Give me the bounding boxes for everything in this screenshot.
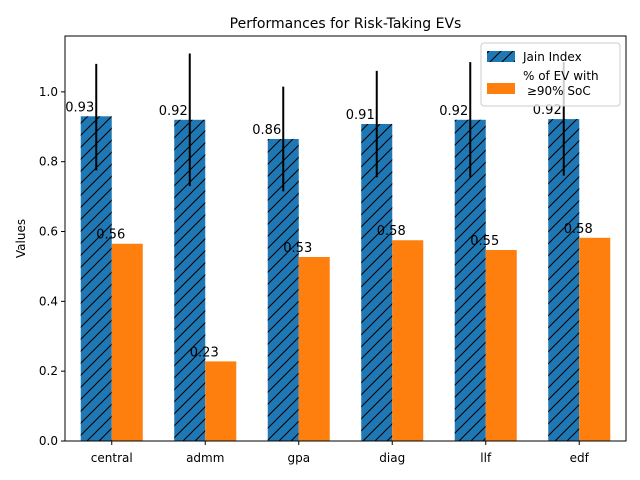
value-label-jain-index-llf: 0.92 <box>439 104 468 119</box>
bar-soc-central <box>111 243 143 441</box>
x-tick-label-llf: llf <box>480 451 492 465</box>
chart-title: Performances for Risk-Taking EVs <box>230 16 462 32</box>
value-label-soc-llf: 0.55 <box>470 234 499 249</box>
value-labels-layer: 0.93 0.56 0.92 0.23 0.86 0.53 0.91 0.58 0.92 0.55… <box>65 100 592 360</box>
y-axis: 0.0 0.2 0.4 0.6 0.8 1.0 <box>39 85 65 448</box>
value-label-jain-index-edf: 0.92 <box>533 103 562 118</box>
bar-soc-edf <box>579 237 611 441</box>
x-tick-label-diag: diag <box>379 451 405 465</box>
y-tick-label: 0.8 <box>39 155 58 169</box>
value-label-jain-index-diag: 0.91 <box>346 108 375 123</box>
y-axis-label: Values <box>14 219 28 258</box>
value-label-jain-index-admm: 0.92 <box>159 104 188 119</box>
y-tick-label: 0.0 <box>39 434 58 448</box>
legend-label-soc: % of EV with ≥90% SoC <box>523 69 599 98</box>
bar-soc-admm <box>205 361 237 441</box>
bar-soc-gpa <box>298 257 330 441</box>
y-tick-label: 0.2 <box>39 364 58 378</box>
value-label-soc-edf: 0.58 <box>564 222 593 237</box>
plot-frame <box>64 35 627 442</box>
bar-soc-llf <box>485 250 517 441</box>
x-axis: central admm gpa diag llf edf <box>91 441 590 465</box>
bar-soc-diag <box>392 240 424 441</box>
error-bars-layer <box>95 53 565 192</box>
y-tick-label: 0.4 <box>39 294 58 308</box>
x-tick-label-gpa: gpa <box>287 451 310 465</box>
value-label-soc-central: 0.56 <box>96 228 125 243</box>
y-tick-label: 1.0 <box>39 85 58 99</box>
bars-layer <box>80 116 611 442</box>
value-label-jain-index-central: 0.93 <box>65 100 94 115</box>
x-tick-label-admm: admm <box>186 451 224 465</box>
legend-box <box>480 42 621 107</box>
x-tick-label-edf: edf <box>570 451 590 465</box>
legend-swatch-soc <box>487 83 515 94</box>
value-label-soc-diag: 0.58 <box>377 224 406 239</box>
legend-swatch-hatch <box>487 51 515 62</box>
x-tick-label-central: central <box>91 451 133 465</box>
y-tick-label: 0.6 <box>39 225 58 239</box>
legend: Jain Index % of EV with ≥90% SoC <box>480 42 621 107</box>
legend-label-jain-index: Jain Index <box>522 50 582 64</box>
value-label-soc-admm: 0.23 <box>190 345 219 360</box>
value-label-soc-gpa: 0.53 <box>283 241 312 256</box>
value-label-jain-index-gpa: 0.86 <box>252 123 281 138</box>
